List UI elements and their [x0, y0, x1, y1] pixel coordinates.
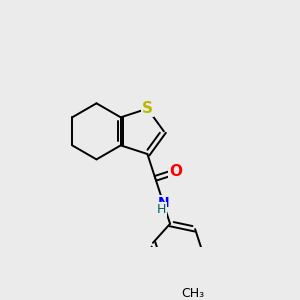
Text: H: H [157, 203, 166, 216]
Text: N: N [158, 196, 169, 210]
Text: O: O [169, 164, 182, 179]
Text: S: S [142, 101, 153, 116]
Text: CH₃: CH₃ [181, 287, 204, 300]
